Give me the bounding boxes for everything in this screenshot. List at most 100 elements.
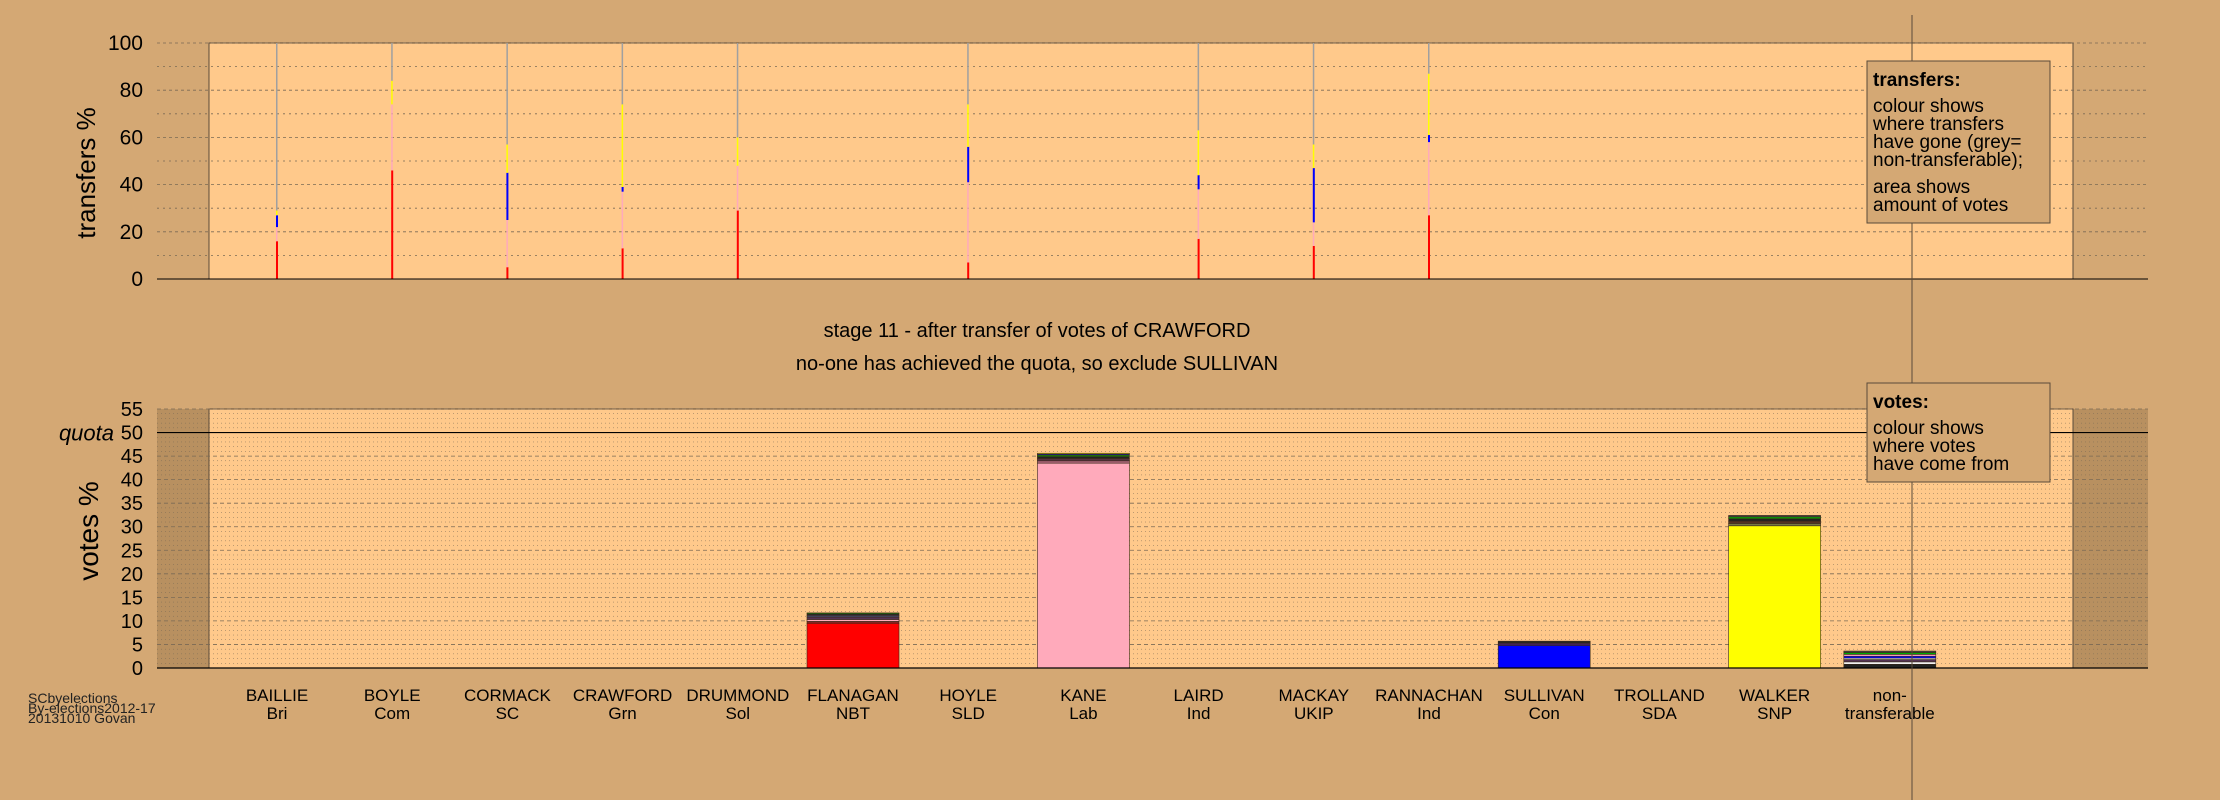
votes-legend-line: where votes <box>1872 436 1975 457</box>
candidate-name-label: FLANAGAN <box>807 686 899 705</box>
vote-segment <box>1843 650 1937 653</box>
votes-y-tick-label: 0 <box>132 658 143 680</box>
transfer-segment <box>276 241 278 279</box>
candidate-name-label: LAIRD <box>1174 686 1224 705</box>
vote-segment <box>1497 645 1591 669</box>
transfers-legend-line: non-transferable); <box>1873 150 2023 171</box>
transfer-segment <box>276 227 278 242</box>
votes-y-tick-label: 55 <box>121 399 143 421</box>
candidate-name-label: CRAWFORD <box>573 686 672 705</box>
transfer-segment <box>1312 222 1315 246</box>
transfer-segment <box>506 172 509 220</box>
candidate-party-label: SNP <box>1757 704 1792 723</box>
transfers-legend-title: transfers: <box>1873 70 1961 91</box>
votes-y-tick-label: 25 <box>121 540 143 562</box>
votes-y-axis-label: votes % <box>73 481 104 581</box>
vote-segment <box>1497 640 1591 644</box>
votes-legend-box <box>1866 382 2051 483</box>
transfer-segment <box>736 165 739 211</box>
vote-segment <box>1497 642 1591 646</box>
candidate-party-label: UKIP <box>1294 704 1334 723</box>
votes-y-tick-label: 15 <box>121 587 143 609</box>
transfers-y-tick-label: 0 <box>131 268 143 291</box>
transfer-segment <box>736 210 739 279</box>
candidate-name-label: RANNACHAN <box>1375 686 1483 705</box>
vote-segment <box>1037 458 1130 462</box>
vote-segment <box>806 616 900 620</box>
vote-segment <box>1843 659 1937 663</box>
stage-title: stage 11 - after transfer of votes of CR… <box>824 320 1251 342</box>
votes-left-shade <box>157 409 209 668</box>
transfer-segment <box>736 137 739 166</box>
transfers-gridlines <box>157 42 2148 256</box>
transfer-segment <box>1312 168 1315 223</box>
votes-y-tick-label: 20 <box>121 564 143 586</box>
candidate-party-label: SLD <box>952 704 985 723</box>
transfers-legend-box <box>1866 60 2051 224</box>
candidate-name-label: BOYLE <box>364 686 421 705</box>
candidate-name-label: HOYLE <box>939 686 997 705</box>
votes-y-tick-label: 30 <box>121 517 143 539</box>
quota-label: quota <box>59 421 114 446</box>
vote-segment <box>1728 520 1821 524</box>
candidate-party-label: SC <box>496 704 520 723</box>
transfers-legend: transfers: colour shows where transfers … <box>1866 60 2051 224</box>
votes-legend-line: have come from <box>1873 454 2009 475</box>
candidate-name-label: TROLLAND <box>1614 686 1705 705</box>
transfer-segment <box>1428 43 1430 74</box>
vote-segment <box>1728 525 1821 669</box>
transfer-segment <box>621 104 624 187</box>
vote-segment <box>1037 452 1130 455</box>
transfer-segment <box>506 267 509 279</box>
candidate-name-label: KANE <box>1060 686 1106 705</box>
transfer-segment <box>1428 135 1430 143</box>
vote-segment <box>806 622 900 669</box>
votes-y-tick-label: 35 <box>121 493 143 515</box>
transfer-segment <box>506 144 508 173</box>
transfer-segment <box>276 210 278 216</box>
transfer-segment <box>1428 73 1430 136</box>
votes-legend: votes: colour shows where votes have com… <box>1866 382 2051 483</box>
candidate-party-label: SDA <box>1642 704 1678 723</box>
candidate-name-label: non- <box>1873 686 1907 705</box>
candidate-party-label: Grn <box>608 704 636 723</box>
credits-line: SCbyelections <box>28 690 118 706</box>
candidate-party-label: Sol <box>726 704 751 723</box>
candidate-name-label: WALKER <box>1739 686 1810 705</box>
candidate-name-label: SULLIVAN <box>1504 686 1585 705</box>
transfer-segment <box>506 43 508 145</box>
transfers-y-tick-label: 80 <box>120 79 143 102</box>
votes-y-tick-label: 50 <box>121 423 143 445</box>
candidate-party-label: Bri <box>267 704 288 723</box>
stage-subtitle: no-one has achieved the quota, so exclud… <box>796 353 1278 375</box>
transfers-chart: 0 20 40 60 80 100 transfers % <box>71 32 2148 291</box>
transfer-segment <box>967 146 970 183</box>
candidate-name-label: DRUMMOND <box>686 686 789 705</box>
transfer-segment <box>967 43 969 105</box>
transfers-bars <box>276 43 1430 279</box>
transfer-segment <box>621 191 624 249</box>
transfers-legend-line: area shows <box>1873 177 1970 198</box>
transfers-y-tick-label: 20 <box>120 221 143 244</box>
candidate-party-label: Con <box>1529 704 1560 723</box>
vote-segment <box>1037 462 1130 669</box>
vote-segment <box>1037 460 1130 464</box>
transfer-segment <box>1197 175 1200 190</box>
candidate-party-label: Ind <box>1417 704 1441 723</box>
candidate-party-label: Com <box>374 704 410 723</box>
transfers-legend-line: have gone (grey= <box>1873 132 2021 153</box>
credits-line: By-elections2012-17 <box>28 700 156 716</box>
transfer-segment <box>391 80 393 105</box>
transfer-segment <box>391 170 394 279</box>
vote-segment <box>1728 518 1821 522</box>
candidate-party-label: transferable <box>1845 704 1935 723</box>
candidate-name-label: BAILLIE <box>246 686 308 705</box>
transfers-y-tick-label: 100 <box>108 32 143 55</box>
transfer-segment <box>1197 43 1200 131</box>
transfers-legend-line: amount of votes <box>1873 195 2008 216</box>
vote-segment <box>1843 661 1937 665</box>
votes-y-tick-label: 40 <box>121 470 143 492</box>
vote-segment <box>1728 515 1821 518</box>
